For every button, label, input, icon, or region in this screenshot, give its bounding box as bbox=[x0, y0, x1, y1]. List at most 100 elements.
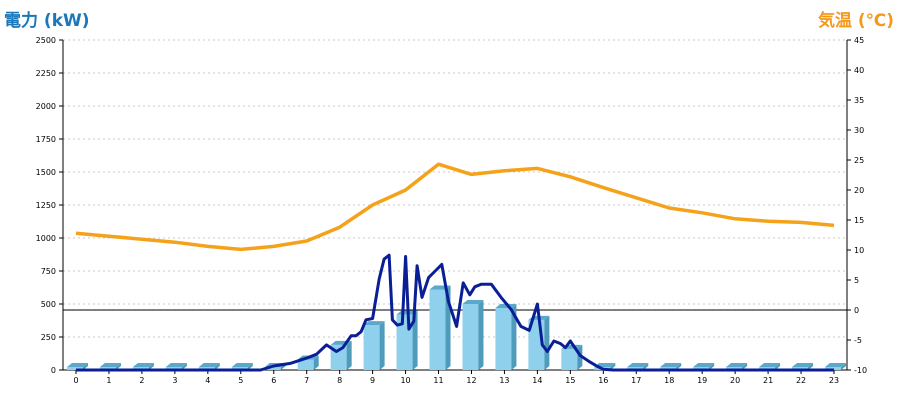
temperature-line bbox=[75, 162, 835, 252]
power-bar-side bbox=[742, 363, 748, 370]
power-bar bbox=[330, 340, 352, 370]
right-tick-label: 20 bbox=[854, 186, 864, 195]
power-bar-top bbox=[825, 363, 846, 367]
power-bar-front bbox=[297, 359, 314, 370]
power-bar-top bbox=[363, 321, 385, 326]
series-lines bbox=[75, 162, 835, 372]
power-bar bbox=[462, 300, 484, 370]
power-bar-top bbox=[726, 363, 748, 367]
x-tick-label: 20 bbox=[730, 376, 740, 385]
power-bar-front bbox=[462, 304, 479, 370]
power-bar-top bbox=[792, 363, 814, 367]
right-tick-label: 30 bbox=[854, 126, 864, 135]
left-tick-label: 1000 bbox=[36, 234, 56, 243]
power-bar-side bbox=[115, 363, 121, 370]
x-tick-label: 1 bbox=[106, 376, 111, 385]
left-tick-label: 250 bbox=[41, 333, 56, 342]
power-bar-side bbox=[808, 363, 814, 370]
x-tick-label: 8 bbox=[337, 376, 342, 385]
right-tick-label: 0 bbox=[854, 306, 859, 315]
power-bar-front bbox=[429, 289, 446, 370]
power-bar-front bbox=[396, 314, 413, 370]
power-bar-side bbox=[181, 363, 187, 370]
power-bar-side bbox=[214, 363, 220, 370]
gridlines bbox=[63, 39, 847, 338]
x-tick-label: 3 bbox=[172, 376, 177, 385]
power-bar-side bbox=[709, 363, 715, 370]
power-bar bbox=[561, 344, 583, 370]
x-tick-label: 4 bbox=[205, 376, 210, 385]
power-bar-top bbox=[660, 363, 682, 367]
x-tick-label: 0 bbox=[73, 376, 78, 385]
power-bar-front bbox=[363, 325, 380, 370]
power-bar bbox=[67, 363, 88, 370]
left-tick-label: 1500 bbox=[36, 168, 56, 177]
power-line bbox=[76, 253, 834, 372]
power-bar-top bbox=[99, 363, 121, 367]
right-tick-label: 35 bbox=[854, 96, 864, 105]
power-bar-top bbox=[495, 303, 517, 308]
right-tick-label: 5 bbox=[854, 276, 859, 285]
x-tick-label: 18 bbox=[664, 376, 674, 385]
x-tick-label: 21 bbox=[763, 376, 773, 385]
x-tick-label: 15 bbox=[565, 376, 575, 385]
power-bar-side bbox=[544, 315, 550, 370]
power-bar-front bbox=[264, 367, 281, 370]
power-bar-side bbox=[313, 355, 319, 370]
power-bar-top bbox=[67, 363, 88, 367]
tick-labels: 02505007501000125015001750200022502500-1… bbox=[36, 36, 867, 385]
right-tick-label: 40 bbox=[854, 66, 864, 75]
right-axis-title: 気温 (℃) bbox=[817, 11, 894, 31]
x-tick-label: 19 bbox=[697, 376, 707, 385]
left-axis-title: 電力 (kW) bbox=[4, 11, 90, 31]
power-bar-side bbox=[247, 363, 253, 370]
power-bar-side bbox=[478, 300, 484, 370]
power-bar-side bbox=[676, 363, 682, 370]
left-tick-label: 2250 bbox=[36, 69, 56, 78]
x-tick-label: 2 bbox=[139, 376, 144, 385]
power-bar-side bbox=[511, 303, 517, 370]
power-bar-side bbox=[346, 340, 352, 370]
left-tick-label: 1250 bbox=[36, 201, 56, 210]
power-bar-top bbox=[165, 363, 187, 367]
right-tick-label: -10 bbox=[854, 366, 867, 375]
power-bar bbox=[363, 321, 385, 370]
right-tick-label: 15 bbox=[854, 216, 864, 225]
power-bar-top bbox=[693, 363, 715, 367]
power-bar-top bbox=[759, 363, 781, 367]
x-tick-label: 5 bbox=[238, 376, 243, 385]
x-tick-label: 9 bbox=[370, 376, 375, 385]
right-tick-label: 25 bbox=[854, 156, 864, 165]
x-tick-label: 12 bbox=[466, 376, 476, 385]
power-bar-top bbox=[198, 363, 220, 367]
left-tick-label: 0 bbox=[51, 366, 56, 375]
x-tick-label: 10 bbox=[400, 376, 410, 385]
x-tick-label: 22 bbox=[796, 376, 806, 385]
power-bar-top bbox=[231, 363, 253, 367]
x-tick-label: 17 bbox=[631, 376, 641, 385]
left-tick-label: 2000 bbox=[36, 102, 56, 111]
left-tick-label: 500 bbox=[41, 300, 56, 309]
power-bar bbox=[495, 303, 517, 370]
x-tick-label: 11 bbox=[433, 376, 443, 385]
power-bar-top bbox=[462, 300, 484, 304]
left-tick-label: 2500 bbox=[36, 36, 56, 45]
power-bar-top bbox=[132, 363, 154, 367]
power-bar-side bbox=[841, 363, 846, 370]
x-tick-label: 13 bbox=[499, 376, 509, 385]
x-tick-label: 7 bbox=[304, 376, 309, 385]
power-bar-front bbox=[67, 367, 83, 370]
power-bar-side bbox=[610, 363, 616, 370]
right-tick-label: 10 bbox=[854, 246, 864, 255]
power-bar-side bbox=[643, 363, 649, 370]
power-bar-side bbox=[775, 363, 781, 370]
power-bar-front bbox=[495, 307, 512, 370]
right-tick-label: -5 bbox=[854, 336, 862, 345]
power-bar-front bbox=[561, 348, 578, 370]
left-tick-label: 750 bbox=[41, 267, 56, 276]
left-tick-label: 1750 bbox=[36, 135, 56, 144]
power-bar-side bbox=[412, 310, 418, 370]
power-bar-side bbox=[83, 363, 88, 370]
power-bar-side bbox=[379, 321, 385, 370]
